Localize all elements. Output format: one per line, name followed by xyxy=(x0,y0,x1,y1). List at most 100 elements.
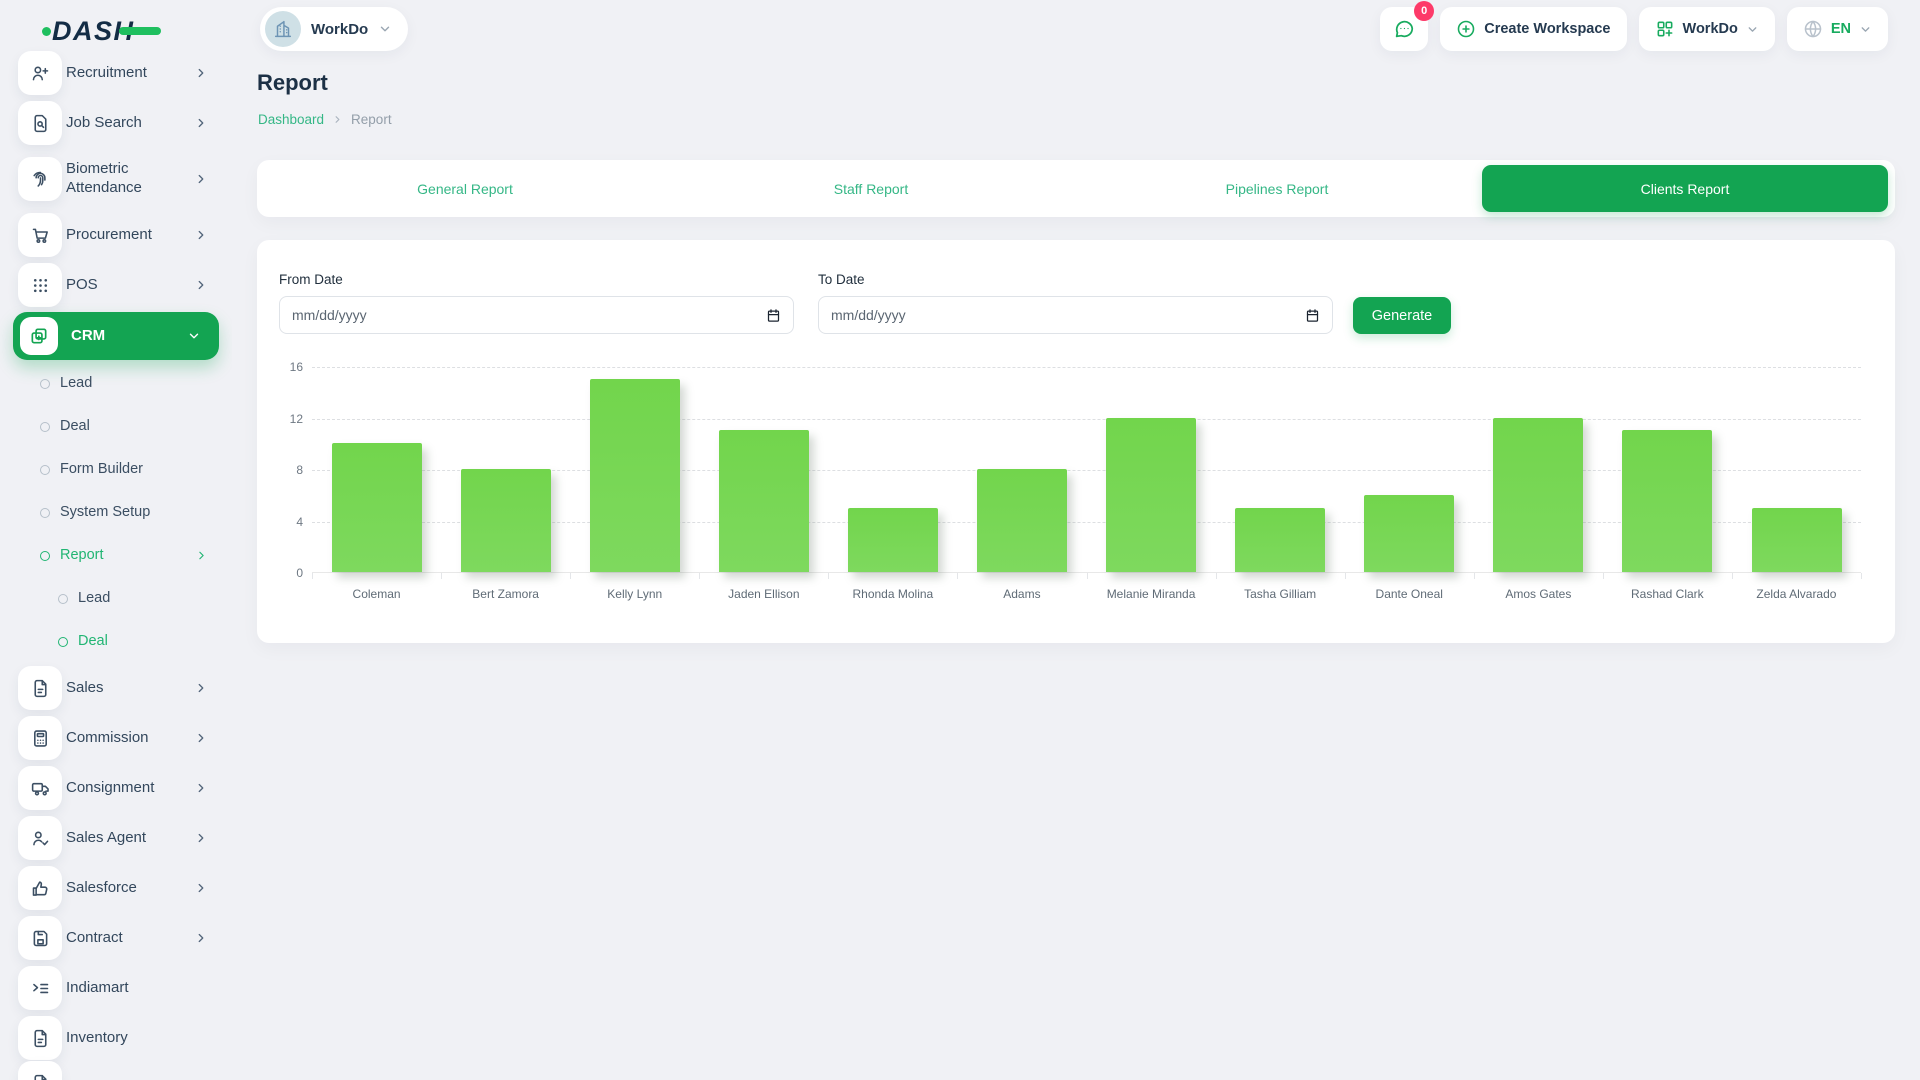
circle-bullet-icon xyxy=(40,507,50,518)
chart-axis-tick xyxy=(1215,573,1217,579)
sidebar-item-label: Sales xyxy=(66,678,104,696)
sidebar-item-commission[interactable]: Commission xyxy=(0,713,232,763)
to-date-label: To Date xyxy=(818,272,865,287)
report-tabs: General Report Staff Report Pipelines Repo… xyxy=(257,160,1895,217)
chevron-right-icon xyxy=(194,931,208,945)
sidebar-item-biometric-attendance[interactable]: Biometric Attendance xyxy=(0,148,232,210)
from-date-field[interactable] xyxy=(279,296,794,334)
sidebar-subitem-deal[interactable]: Deal xyxy=(0,405,232,448)
generate-button[interactable]: Generate xyxy=(1353,297,1451,334)
language-selector[interactable]: EN xyxy=(1786,7,1888,51)
sidebar-subitem-report[interactable]: Report xyxy=(0,534,232,577)
chart-axis-tick xyxy=(828,573,830,579)
chevron-down-icon xyxy=(1859,23,1872,36)
sidebar-subitem-form-builder[interactable]: Form Builder xyxy=(0,448,232,491)
chevron-right-icon xyxy=(194,731,208,745)
calendar-icon[interactable] xyxy=(766,308,781,323)
tab-pipelines-report[interactable]: Pipelines Report xyxy=(1225,180,1329,197)
sidebar-item-sales-agent[interactable]: Sales Agent xyxy=(0,813,232,863)
person-plus-icon xyxy=(18,51,62,95)
chart-axis-tick xyxy=(699,573,701,579)
sidebar-subitem-system-setup[interactable]: System Setup xyxy=(0,491,232,534)
report-panel: From Date To Date Generate Coleman Bert Z… xyxy=(257,240,1895,643)
workspace-menu-button[interactable]: WorkDo xyxy=(1638,7,1775,51)
sidebar-item-sales[interactable]: Sales xyxy=(0,663,232,713)
chart-bar-jaden-ellison[interactable] xyxy=(718,430,809,572)
tab-clients-report[interactable]: Clients Report xyxy=(1482,165,1888,212)
chart-category-label: Zelda Alvarado xyxy=(1756,587,1837,601)
chart-category-label: Rashad Clark xyxy=(1630,587,1704,601)
chart-ytick-label: 16 xyxy=(289,360,303,374)
chart-bar-kelly-lynn[interactable] xyxy=(589,378,680,572)
chart-bar-rhonda-molina[interactable] xyxy=(847,507,938,572)
chart-gridline xyxy=(312,470,1861,471)
circle-bullet-icon xyxy=(40,378,50,389)
chevron-down-icon xyxy=(187,329,201,343)
sidebar-subitem-label: Deal xyxy=(60,418,90,435)
tab-general-report[interactable]: General Report xyxy=(417,180,513,197)
workspace-selector[interactable]: WorkDo xyxy=(260,7,409,51)
sidebar-item-recruitment[interactable]: Recruitment xyxy=(0,48,232,98)
chart-bar-rashad-clark[interactable] xyxy=(1622,430,1713,572)
chart-bar-amos-gates[interactable] xyxy=(1493,417,1584,572)
sidebar-item-consignment[interactable]: Consignment xyxy=(0,763,232,813)
chart-gridline xyxy=(312,367,1861,368)
chart-axis-tick xyxy=(1473,573,1475,579)
calendar-icon[interactable] xyxy=(1305,308,1320,323)
create-workspace-label: Create Workspace xyxy=(1484,21,1611,37)
sidebar-item-crm-active[interactable]: CRM xyxy=(13,312,219,360)
chart-category-label: Jaden Ellison xyxy=(728,587,800,601)
from-date-label: From Date xyxy=(279,272,343,287)
sidebar-item-label: Biometric Attendance xyxy=(66,160,142,196)
sidebar-item-label: CRM xyxy=(71,326,106,344)
language-code: EN xyxy=(1830,21,1851,37)
chart-ytick-label: 4 xyxy=(296,514,303,529)
to-date-input[interactable] xyxy=(831,307,1297,323)
thumbs-up-icon xyxy=(18,866,62,910)
sidebar-subitem-lead[interactable]: Lead xyxy=(0,362,232,405)
sidebar-item-contract[interactable]: Contract xyxy=(0,913,232,963)
chevron-right-icon xyxy=(194,278,208,292)
sidebar-item-indiamart[interactable]: Indiamart xyxy=(0,963,232,1013)
sidebar-item-pos[interactable]: POS xyxy=(0,260,232,310)
sidebar-item-label: Procurement xyxy=(66,225,152,243)
chevron-right-icon xyxy=(194,66,208,80)
create-workspace-button[interactable]: Create Workspace xyxy=(1440,7,1627,51)
sidebar-item-procurement[interactable]: Procurement xyxy=(0,210,232,260)
sidebar-item-job-search[interactable]: Job Search xyxy=(0,98,232,148)
sidebar-item-label: Recruitment xyxy=(66,63,147,81)
logo-dash-decoration xyxy=(118,27,161,35)
chart-category-label: Coleman xyxy=(352,587,401,601)
chart-bar-zelda-alvarado[interactable] xyxy=(1751,507,1842,572)
messages-button[interactable]: 0 xyxy=(1380,1,1435,51)
chart-bar-dante-oneal[interactable] xyxy=(1364,494,1455,572)
sidebar-item-partial[interactable] xyxy=(0,1061,232,1080)
sidebar-subitem-deal[interactable]: Deal xyxy=(0,620,232,663)
chart-category-label: Amos Gates xyxy=(1505,587,1572,601)
sidebar-subitem-label: System Setup xyxy=(60,504,151,521)
sidebar-subitem-label: Lead xyxy=(60,375,93,392)
circle-bullet-icon xyxy=(58,636,68,647)
list-arrow-icon xyxy=(18,966,62,1010)
chart-bar-adams[interactable] xyxy=(977,469,1067,572)
chevron-right-icon xyxy=(195,549,208,562)
sidebar-item-salesforce[interactable]: Salesforce xyxy=(0,863,232,913)
breadcrumb-dashboard-link[interactable]: Dashboard xyxy=(258,112,325,127)
chart-bar-bert-zamora[interactable] xyxy=(460,469,551,572)
sidebar-item-inventory[interactable]: Inventory xyxy=(0,1013,232,1063)
calculator-icon xyxy=(18,716,62,760)
chart-bar-coleman[interactable] xyxy=(331,443,422,572)
chart-axis-tick xyxy=(1344,573,1346,579)
sidebar-subitem-lead[interactable]: Lead xyxy=(0,577,232,620)
chart-axis-tick xyxy=(1602,573,1604,579)
chart-axis-tick xyxy=(1731,573,1733,579)
chevron-right-icon xyxy=(194,681,208,695)
chart-bar-tasha-gilliam[interactable] xyxy=(1235,507,1326,572)
chevron-right-icon xyxy=(194,116,208,130)
to-date-field[interactable] xyxy=(818,296,1333,334)
chart-bar-melanie-miranda[interactable] xyxy=(1106,417,1196,572)
sidebar-item-label: Commission xyxy=(66,728,149,746)
chevron-right-icon xyxy=(194,881,208,895)
from-date-input[interactable] xyxy=(292,307,758,323)
tab-staff-report[interactable]: Staff Report xyxy=(833,180,909,197)
